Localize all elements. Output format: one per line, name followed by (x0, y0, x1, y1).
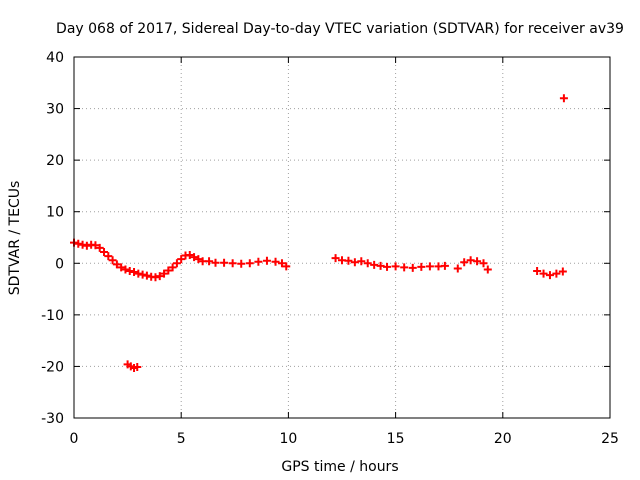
y-tick-label: 30 (46, 102, 64, 118)
data-point-marker (177, 255, 186, 264)
data-point-marker (254, 257, 263, 266)
data-point-marker (164, 266, 173, 275)
data-point-marker (220, 258, 229, 267)
data-point-marker (78, 240, 87, 249)
data-point-marker (408, 263, 417, 272)
data-point-marker (74, 239, 83, 248)
data-point-marker (205, 257, 214, 266)
data-point-marker (155, 272, 164, 281)
data-point-marker (160, 269, 169, 278)
data-point-marker (194, 255, 203, 264)
data-point-marker (350, 258, 359, 267)
y-tick-label: -30 (41, 411, 64, 427)
x-tick-label: 20 (494, 431, 512, 447)
chart-axes (73, 56, 611, 419)
data-point-marker (138, 270, 147, 279)
data-point-marker (391, 262, 400, 271)
chart-grid (74, 57, 610, 418)
data-point-marker (237, 259, 246, 268)
chart-series-sdtvar (70, 94, 568, 372)
data-point-marker (133, 362, 142, 371)
data-point-marker (559, 94, 568, 103)
data-point-marker (466, 256, 475, 265)
data-point-marker (277, 259, 286, 268)
plot-frame (73, 56, 611, 419)
data-point-marker (479, 259, 488, 268)
data-point-marker (558, 267, 567, 276)
data-point-marker (370, 260, 379, 269)
data-point-marker (425, 262, 434, 271)
chart-ticks: 0 5 10 15 20 25 -30 -20 -10 0 10 20 30 40 (41, 50, 619, 447)
data-point-marker (331, 254, 340, 263)
data-point-marker (185, 251, 194, 260)
data-point-marker (460, 258, 469, 267)
data-point-marker (417, 262, 426, 271)
data-point-marker (112, 260, 121, 269)
data-point-marker (104, 252, 113, 261)
data-point-marker (82, 241, 91, 250)
x-tick-label: 5 (177, 431, 186, 447)
chart-title: Day 068 of 2017, Sidereal Day-to-day VTE… (56, 21, 624, 37)
data-point-marker (383, 262, 392, 271)
data-point-marker (108, 256, 117, 265)
data-point-marker (100, 247, 109, 256)
data-point-marker (453, 264, 462, 273)
y-tick-label: 40 (46, 50, 64, 66)
data-point-marker (539, 269, 548, 278)
data-point-marker (357, 257, 366, 266)
data-point-marker (245, 259, 254, 268)
data-point-marker (262, 256, 271, 265)
data-point-marker (168, 263, 177, 272)
y-tick-label: 10 (46, 205, 64, 221)
data-point-marker (282, 262, 291, 271)
data-point-marker (125, 267, 134, 276)
data-point-marker (190, 253, 199, 262)
x-tick-label: 10 (279, 431, 297, 447)
x-tick-label: 15 (387, 431, 405, 447)
y-tick-label: 20 (46, 153, 64, 169)
data-point-marker (344, 256, 353, 265)
data-point-marker (376, 261, 385, 270)
y-axis-label: SDTVAR / TECUs (7, 181, 23, 296)
data-point-marker (552, 269, 561, 278)
data-point-marker (130, 268, 139, 277)
x-tick-label: 0 (70, 431, 79, 447)
y-tick-label: -10 (41, 308, 64, 324)
data-point-marker (400, 263, 409, 272)
data-point-marker (533, 267, 542, 276)
x-tick-label: 25 (601, 431, 619, 447)
y-tick-label: 0 (55, 256, 64, 272)
data-point-marker (91, 241, 100, 250)
data-point-marker (271, 257, 280, 266)
data-point-marker (134, 269, 143, 278)
data-point-marker (211, 258, 220, 267)
data-point-marker (228, 259, 237, 268)
data-point-marker (117, 263, 126, 272)
data-point-marker (142, 271, 151, 280)
data-point-marker (483, 265, 492, 274)
data-point-marker (545, 271, 554, 280)
data-point-marker (473, 257, 482, 266)
data-point-marker (440, 261, 449, 270)
data-point-marker (121, 265, 130, 274)
data-point-marker (363, 259, 372, 268)
data-point-marker (172, 259, 181, 268)
data-point-marker (95, 243, 104, 252)
y-tick-label: -20 (41, 359, 64, 375)
x-axis-label: GPS time / hours (281, 459, 398, 475)
data-point-marker (151, 273, 160, 282)
